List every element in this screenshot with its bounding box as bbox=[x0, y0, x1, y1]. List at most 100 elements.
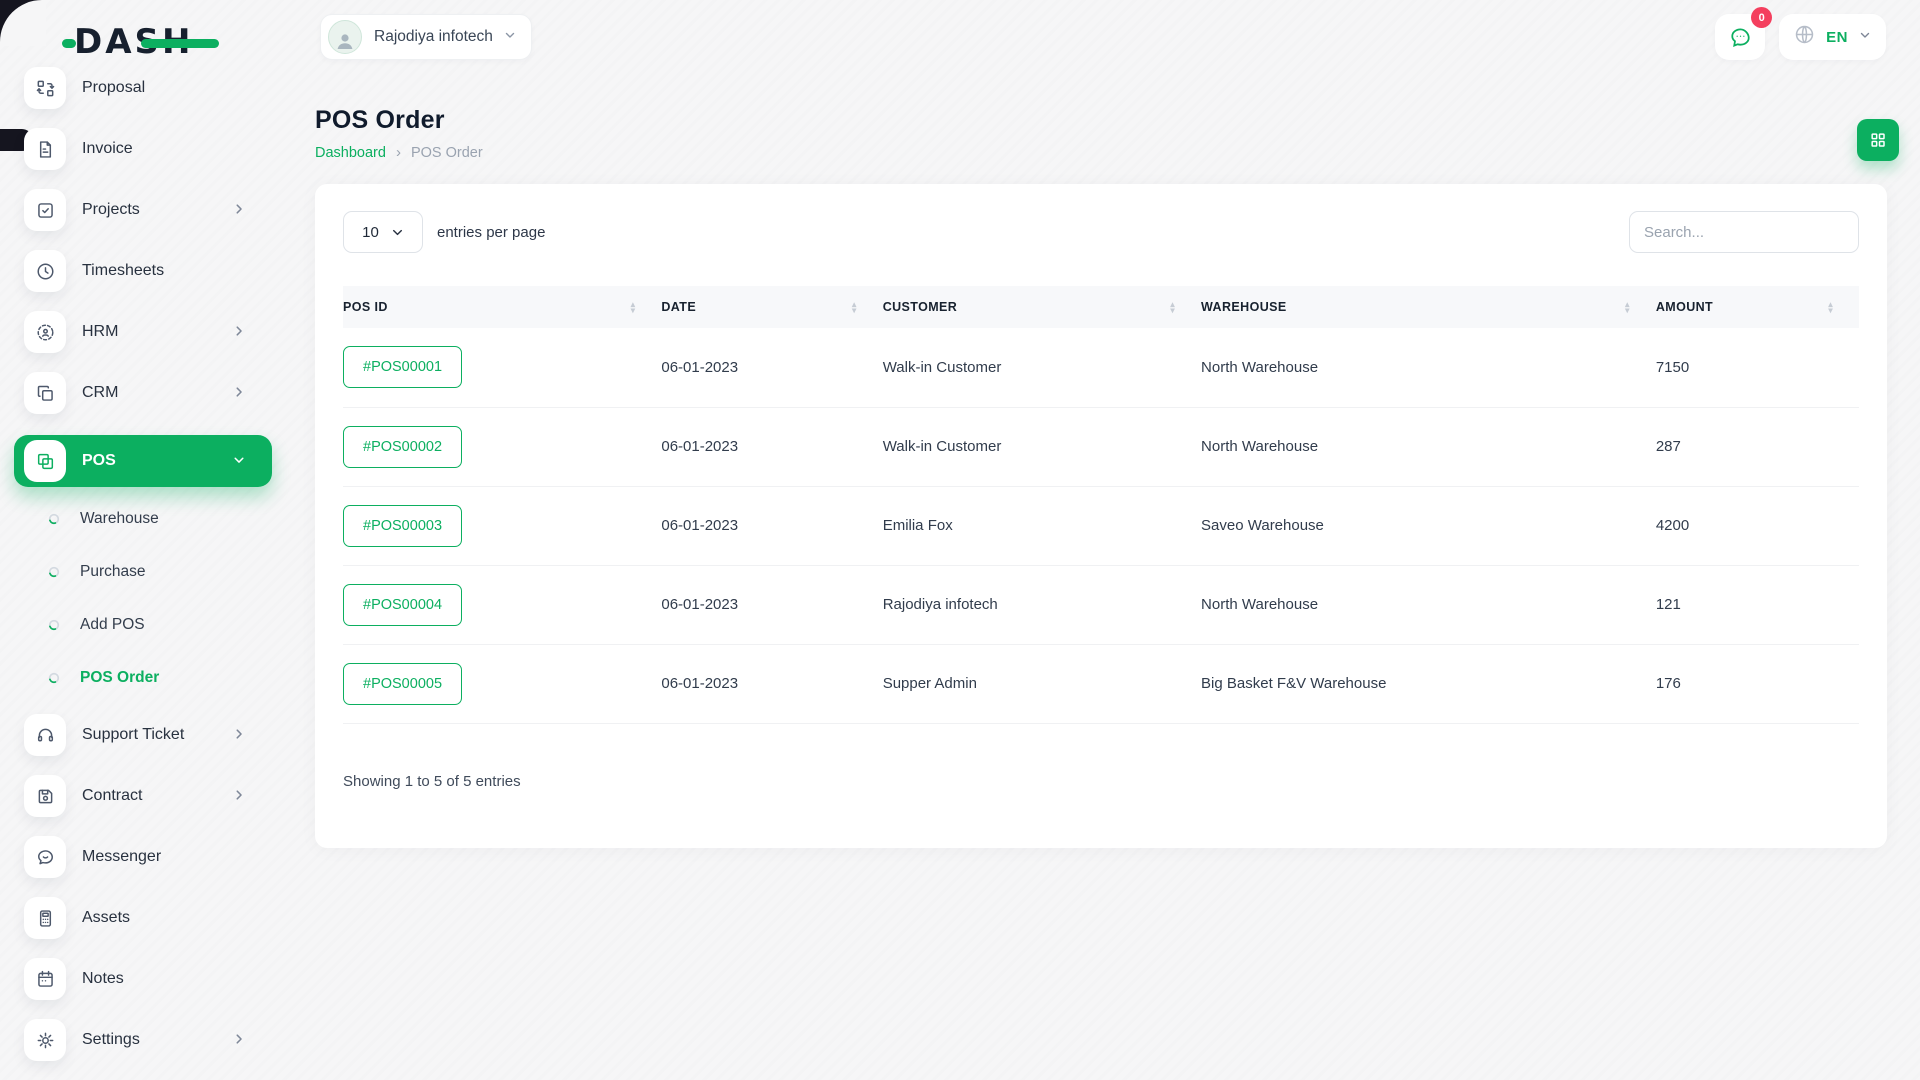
sidebar: DASH Proposal Invoice Projects Timesheets HR… bbox=[0, 0, 286, 1080]
pos-icon bbox=[24, 440, 66, 482]
window-corner-decoration bbox=[0, 0, 46, 46]
sidebar-item-invoice[interactable]: Invoice bbox=[14, 127, 272, 171]
language-selector[interactable]: EN bbox=[1779, 14, 1886, 60]
sidebar-item-label: Projects bbox=[82, 201, 140, 218]
column-header-amount[interactable]: AMOUNT ▴ ▾ bbox=[1655, 286, 1859, 328]
sort-icon: ▴ ▾ bbox=[1625, 299, 1630, 315]
company-selector[interactable]: Rajodiya infotech bbox=[320, 14, 532, 60]
table-controls: 10 entries per page bbox=[343, 211, 1859, 253]
column-header-warehouse[interactable]: WAREHOUSE ▴ ▾ bbox=[1201, 286, 1656, 328]
proposal-icon bbox=[24, 67, 66, 109]
customer-cell: Supper Admin bbox=[882, 644, 1202, 724]
column-label: AMOUNT bbox=[1655, 300, 1714, 314]
column-header-date[interactable]: DATE ▴ ▾ bbox=[661, 286, 883, 328]
warehouse-cell: North Warehouse bbox=[1201, 565, 1656, 645]
chevron-down-icon bbox=[1858, 28, 1872, 47]
table-row: #POS00004 06-01-2023 Rajodiya infotech Nort… bbox=[343, 565, 1859, 645]
assets-icon bbox=[24, 897, 66, 939]
page-head: POS Order Dashboard › POS Order bbox=[315, 106, 483, 161]
sidebar-item-proposal[interactable]: Proposal bbox=[14, 66, 272, 110]
table-summary: Showing 1 to 5 of 5 entries bbox=[343, 772, 521, 790]
pos-id-link[interactable]: #POS00001 bbox=[343, 346, 463, 389]
language-code: EN bbox=[1826, 28, 1848, 46]
sidebar-item-label: Invoice bbox=[82, 140, 133, 157]
bullet-icon bbox=[48, 513, 60, 525]
sidebar-item-pos[interactable]: POS bbox=[14, 435, 272, 487]
sidebar-item-label: Settings bbox=[82, 1031, 140, 1048]
sidebar-item-contract[interactable]: Contract bbox=[14, 774, 272, 818]
warehouse-cell: North Warehouse bbox=[1201, 328, 1656, 408]
bullet-icon bbox=[48, 619, 60, 631]
sidebar-item-add-pos[interactable]: Add POS bbox=[14, 607, 272, 643]
customer-cell: Rajodiya infotech bbox=[882, 565, 1202, 645]
sidebar-item-timesheets[interactable]: Timesheets bbox=[14, 249, 272, 293]
sidebar-item-projects[interactable]: Projects bbox=[14, 188, 272, 232]
sidebar-item-settings[interactable]: Settings bbox=[14, 1018, 272, 1062]
sidebar-item-label: Proposal bbox=[82, 79, 146, 96]
bullet-icon bbox=[48, 566, 60, 578]
page-size-value: 10 bbox=[362, 223, 379, 241]
column-header-customer[interactable]: CUSTOMER ▴ ▾ bbox=[882, 286, 1202, 328]
table-row: #POS00003 06-01-2023 Emilia Fox Saveo Wareh… bbox=[343, 486, 1859, 566]
sidebar-item-purchase[interactable]: Purchase bbox=[14, 554, 272, 590]
sidebar-item-notes[interactable]: Notes bbox=[14, 957, 272, 1001]
column-label: DATE bbox=[661, 300, 697, 314]
pos-id-link[interactable]: #POS00004 bbox=[343, 583, 463, 626]
sidebar-item-label: Contract bbox=[82, 787, 143, 804]
warehouse-cell: Saveo Warehouse bbox=[1201, 486, 1656, 566]
brand-logo[interactable]: DASH bbox=[62, 22, 220, 62]
sidebar-item-hrm[interactable]: HRM bbox=[14, 310, 272, 354]
breadcrumb-separator: › bbox=[395, 144, 401, 161]
support-ticket-icon bbox=[24, 714, 66, 756]
sidebar-item-assets[interactable]: Assets bbox=[14, 896, 272, 940]
chevron-right-icon bbox=[232, 201, 246, 219]
breadcrumb-dashboard-link[interactable]: Dashboard bbox=[315, 144, 386, 161]
sort-icon: ▴ ▾ bbox=[1170, 299, 1176, 315]
sidebar-item-pos-order[interactable]: POS Order bbox=[14, 660, 272, 696]
chat-icon bbox=[1731, 27, 1750, 47]
pos-id-link[interactable]: #POS00003 bbox=[343, 504, 463, 547]
column-label: CUSTOMER bbox=[882, 300, 958, 314]
column-header-pos-id[interactable]: POS ID ▴ ▾ bbox=[343, 286, 662, 328]
notification-badge: 0 bbox=[1751, 7, 1773, 28]
amount-cell: 4200 bbox=[1655, 486, 1859, 566]
messages-button[interactable]: 0 bbox=[1715, 7, 1773, 60]
warehouse-cell: North Warehouse bbox=[1201, 407, 1656, 487]
pos-id-link[interactable]: #POS00005 bbox=[343, 662, 463, 705]
chevron-down-icon bbox=[392, 229, 402, 235]
sidebar-item-label: Purchase bbox=[80, 563, 146, 580]
sort-icon: ▴ ▾ bbox=[630, 299, 636, 315]
sidebar-item-warehouse[interactable]: Warehouse bbox=[14, 501, 272, 537]
entries-per-page-label: entries per page bbox=[437, 223, 546, 241]
globe-icon bbox=[1793, 23, 1816, 51]
sidebar-item-label: HRM bbox=[82, 323, 119, 340]
invoice-icon bbox=[24, 128, 66, 170]
user-avatar bbox=[328, 20, 362, 54]
sidebar-item-label: POS Order bbox=[80, 669, 160, 686]
warehouse-cell: Big Basket F&V Warehouse bbox=[1201, 644, 1656, 724]
hrm-icon bbox=[24, 311, 66, 353]
table-header-row: POS ID ▴ ▾ DATE ▴ ▾ CUSTOMER ▴ ▾ WAREHOUSE ▴ ▾ AMOUN… bbox=[343, 286, 1859, 328]
page-size-select[interactable]: 10 bbox=[343, 211, 423, 253]
sidebar-item-label: Messenger bbox=[82, 848, 162, 865]
bullet-icon bbox=[48, 672, 60, 684]
sort-icon: ▴ ▾ bbox=[1828, 299, 1833, 315]
timesheets-icon bbox=[24, 250, 66, 292]
chevron-down-icon bbox=[503, 28, 517, 47]
table-row: #POS00001 06-01-2023 Walk-in Customer North… bbox=[343, 328, 1859, 408]
grid-view-button[interactable] bbox=[1857, 119, 1899, 161]
pos-id-link[interactable]: #POS00002 bbox=[343, 425, 463, 468]
user-icon bbox=[337, 34, 353, 49]
search-input[interactable] bbox=[1629, 211, 1859, 253]
amount-cell: 7150 bbox=[1655, 328, 1859, 408]
notes-icon bbox=[24, 958, 66, 1000]
sidebar-item-messenger[interactable]: Messenger bbox=[14, 835, 272, 879]
contract-icon bbox=[24, 775, 66, 817]
pos-order-card: 10 entries per page POS ID▴▾DATE▴▾CUSTOM… bbox=[315, 184, 1887, 848]
chevron-down-icon bbox=[232, 452, 246, 470]
sidebar-item-support-ticket[interactable]: Support Ticket bbox=[14, 713, 272, 757]
sidebar-item-label: CRM bbox=[82, 384, 119, 401]
table-row: #POS00002 06-01-2023 Walk-in Customer North… bbox=[343, 407, 1859, 487]
amount-cell: 176 bbox=[1655, 644, 1859, 724]
sidebar-item-crm[interactable]: CRM bbox=[14, 371, 272, 415]
